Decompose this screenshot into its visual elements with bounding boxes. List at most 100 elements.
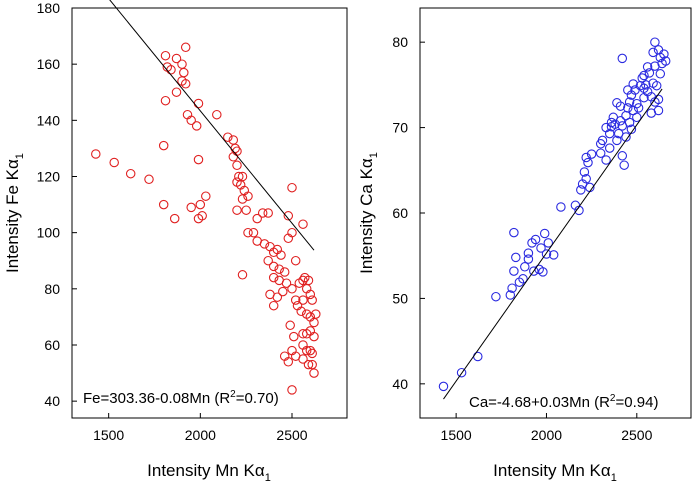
data-point [169,213,180,224]
data-point [548,250,559,260]
data-point [193,154,204,165]
data-point [305,345,316,356]
data-point [279,267,290,277]
equation-ca: Ca=-4.68+0.03Mn (R2=0.94) [469,393,658,411]
data-point [576,185,586,195]
data-point [612,135,622,146]
data-point [237,194,248,204]
data-point [633,103,644,113]
data-point [646,108,657,118]
data-point [579,167,590,177]
points-ca [438,37,671,392]
data-point [186,202,196,213]
data-point [186,115,196,126]
data-point [91,149,101,159]
data-point [301,345,312,356]
data-point [650,37,660,47]
data-point [606,117,617,128]
data-point [311,309,321,319]
data-point [180,42,191,53]
data-point [298,275,308,286]
data-point [191,121,202,131]
data-point [659,49,669,59]
data-point [263,255,273,266]
data-point [281,278,292,288]
y-tick-label: 40 [392,376,408,392]
data-point [639,70,649,81]
data-point [298,295,308,305]
data-point [628,79,638,89]
data-point [632,98,642,109]
data-point [232,205,242,215]
data-point [615,101,626,111]
data-point [651,80,662,91]
data-point [520,262,530,272]
plot-frame-fe [71,7,348,419]
data-point [296,306,306,317]
data-point [617,151,628,161]
data-point [283,233,294,244]
data-point [518,274,528,284]
fit-line-ca [443,88,663,400]
data-point [243,191,253,201]
data-point [298,219,308,229]
data-point [514,277,525,287]
data-point [232,160,242,171]
data-point [612,98,622,108]
data-point [642,62,653,72]
y-tick-label: 80 [44,281,60,297]
data-point [177,76,187,86]
data-point [241,205,251,215]
data-point [617,53,628,64]
data-point [307,348,317,359]
data-point [626,124,637,135]
data-point [158,140,169,151]
data-point [268,261,279,272]
data-point [530,234,541,245]
y-axis-title-fe: Intensity Fe Kα1 [3,153,26,273]
data-point [632,112,642,123]
data-point [509,266,519,276]
data-point [623,103,633,113]
data-point [509,227,519,238]
data-point [237,270,248,280]
data-point [538,267,548,277]
data-point [259,239,270,249]
x-tick-label: 2000 [531,427,562,443]
data-point [223,132,233,142]
data-point [648,47,658,58]
data-point [177,59,187,69]
chart-panel-ca: 1500 2000 2500 40 50 60 70 80 Ca=-4.68+0.03Mn (… [357,7,692,484]
data-point [303,275,314,286]
data-point [268,272,279,283]
data-point [268,300,279,311]
data-point [539,228,550,239]
data-point [160,50,171,61]
data-point [639,83,649,94]
data-point [523,254,534,264]
data-point [160,95,171,106]
data-point [511,252,521,263]
data-point [305,289,316,300]
data-point [212,109,222,120]
data-point [586,149,597,159]
data-point [505,290,516,300]
data-point [285,320,295,331]
data-point [243,227,253,238]
data-point [438,381,449,392]
y-tick-label: 60 [44,337,60,353]
x-tick-label: 1500 [441,427,472,443]
data-point [473,351,483,362]
data-point [289,331,299,342]
chart-panel-fe: 1500 2000 2500 40 60 80 100 120 140 160 180 Fe=303… [3,0,348,484]
data-point [125,168,136,179]
data-point [257,208,268,218]
data-point [601,155,611,165]
data-point [655,52,666,63]
data-point [252,213,262,224]
data-point [619,160,629,170]
y-axis-title-ca: Intensity Ca Kα1 [357,152,380,274]
data-point [583,157,593,168]
x-tick-label: 2500 [276,427,307,443]
data-point [201,191,211,201]
